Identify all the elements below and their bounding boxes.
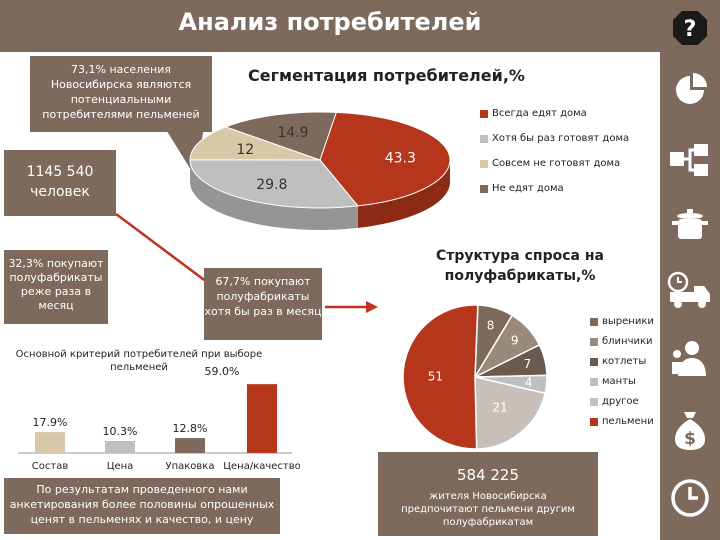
pie2-legend-item: манты xyxy=(590,376,636,387)
legend-label: Всегда едят дома xyxy=(492,108,587,119)
demand-structure-pie-chart: 8 97 4 21 51 xyxy=(402,304,548,450)
pie1-legend-item: Хотя бы раз готовят дома xyxy=(480,133,629,144)
arrow-line xyxy=(115,212,216,290)
monthly-buy-text: 67,7% покупают полуфабрикаты хотя бы раз… xyxy=(204,275,322,318)
legend-label: Не едят дома xyxy=(492,183,564,194)
bar-value-label: 17.9% xyxy=(33,416,68,429)
pie1-legend-item: Совсем не готовят дома xyxy=(480,158,620,169)
legend-label: другое xyxy=(602,396,639,407)
arrow-head xyxy=(366,301,378,313)
pie1-value-label: 12 xyxy=(236,142,254,158)
pie2-legend-item: котлеты xyxy=(590,356,646,367)
pie1-slice xyxy=(189,159,359,209)
survey-result-text: По результатам проведенного нами анкетир… xyxy=(9,483,275,526)
delivery-truck-icon[interactable] xyxy=(666,266,714,314)
money-bag-icon[interactable]: $ xyxy=(666,406,714,454)
rarely-buy-box: 32,3% покупают полуфабрикаты реже раза в… xyxy=(4,250,108,324)
chart3-title: Основной критерий потребителей при выбор… xyxy=(15,349,263,373)
pie2-value-label: 9 xyxy=(511,333,519,347)
legend-label: вырeники xyxy=(602,316,654,327)
pie2-value-label: 51 xyxy=(428,370,443,384)
rarely-buy-text: 32,3% покупают полуфабрикаты реже раза в… xyxy=(8,257,104,312)
page-title: Анализ потребителей xyxy=(178,8,482,36)
legend-swatch xyxy=(590,357,598,366)
pie2-legend-item: блинчики xyxy=(590,336,653,347)
legend-swatch xyxy=(590,337,598,346)
pie1-slice xyxy=(224,111,337,161)
chart1-title: Сегментация потребителей,% xyxy=(248,66,525,85)
pie1-value-label: 14.9 xyxy=(277,125,308,141)
pie1-legend-item: Не едят дома xyxy=(480,183,564,194)
pie2-slice xyxy=(474,376,547,450)
legend-swatch xyxy=(590,317,598,326)
prefer-text: жителя Новосибирска предпочитают пельмен… xyxy=(401,491,575,528)
help-icon[interactable]: ? xyxy=(666,4,714,52)
pie2-legend-item: пельмени xyxy=(590,416,654,427)
pie2-value-label: 7 xyxy=(524,357,532,371)
potential-consumers-text: 73,1% населения Новосибирска являются по… xyxy=(42,63,200,121)
title-bar xyxy=(0,0,660,52)
pie1-side xyxy=(357,160,450,228)
potential-consumers-callout: 73,1% населения Новосибирска являются по… xyxy=(30,56,212,132)
chart2-title: Структура спроса на полуфабрикаты,% xyxy=(436,248,604,284)
legend-label: блинчики xyxy=(602,336,653,347)
bar-value-label: 10.3% xyxy=(103,425,138,438)
pot-icon[interactable] xyxy=(666,200,714,248)
pie-chart-icon[interactable] xyxy=(666,66,714,114)
bar-mark xyxy=(175,438,205,453)
legend-swatch xyxy=(480,184,488,193)
prefer-box: 584 225 жителя Новосибирска предпочитают… xyxy=(378,452,598,536)
pie2-legend-item: вырeники xyxy=(590,316,654,327)
business-person-icon[interactable] xyxy=(666,334,714,382)
pie1-legend-item: Всегда едят дома xyxy=(480,108,587,119)
pie1-value-label: 43.3 xyxy=(385,150,416,166)
pie2-legend-item: другое xyxy=(590,396,639,407)
pie1-slice xyxy=(189,126,321,161)
survey-result-box: По результатам проведенного нами анкетир… xyxy=(4,478,280,534)
bar-mark xyxy=(247,384,277,453)
legend-swatch xyxy=(480,109,488,118)
bar-category-label: Цена/качество xyxy=(223,461,300,472)
clock-icon[interactable] xyxy=(666,474,714,522)
legend-swatch xyxy=(480,134,488,143)
legend-swatch xyxy=(590,377,598,386)
pie2-value-label: 21 xyxy=(492,401,507,415)
bar-value-label: 59.0% xyxy=(205,365,240,378)
legend-label: манты xyxy=(602,376,636,387)
legend-label: котлеты xyxy=(602,356,647,367)
legend-swatch xyxy=(480,159,488,168)
pie1-value-label: 29.8 xyxy=(256,177,287,193)
people-count-box: 1145 540 человек xyxy=(4,150,116,216)
svg-text:$: $ xyxy=(684,429,696,449)
bar-mark xyxy=(35,432,65,453)
pie2-value-label: 8 xyxy=(487,318,495,332)
legend-swatch xyxy=(590,417,598,426)
legend-label: Хотя бы раз готовят дома xyxy=(492,133,630,144)
monthly-buy-box: 67,7% покупают полуфабрикаты хотя бы раз… xyxy=(204,268,322,340)
pie1-side xyxy=(190,160,358,230)
bar-category-label: Цена xyxy=(107,461,134,472)
criteria-bar-chart: 17.9% Состав 10.3% Цена 12.8% Упаковка 59.0% Це… xyxy=(18,365,300,472)
legend-label: Совсем не готовят дома xyxy=(492,158,621,169)
sidebar: ? $ xyxy=(660,0,720,540)
segmentation-pie-chart: 43.3 29.8 12 14.9 xyxy=(189,111,451,230)
people-count-text: 1145 540 человек xyxy=(26,164,94,200)
bar-category-label: Упаковка xyxy=(166,461,215,472)
pie2-value-label: 4 xyxy=(525,376,533,390)
flowchart-icon[interactable] xyxy=(666,136,714,184)
bar-mark xyxy=(105,440,135,453)
bar-value-label: 12.8% xyxy=(173,422,208,435)
legend-swatch xyxy=(590,397,598,406)
pie1-slice xyxy=(319,111,451,207)
prefer-number: 584 225 xyxy=(456,466,520,484)
bar-category-label: Состав xyxy=(32,461,69,472)
help-label: ? xyxy=(684,17,697,42)
pie2-slice xyxy=(402,304,479,450)
legend-label: пельмени xyxy=(602,416,654,427)
